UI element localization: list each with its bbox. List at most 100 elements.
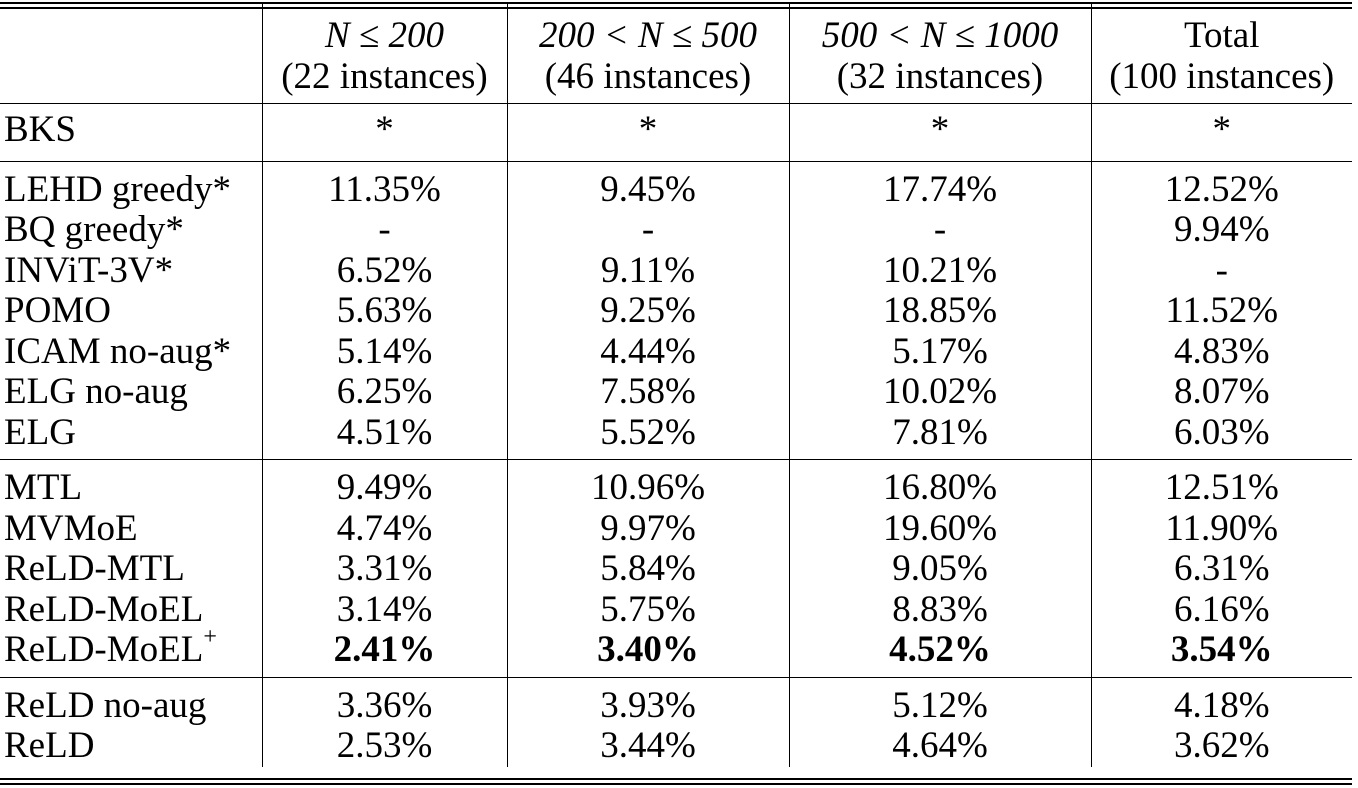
value-cell: 10.02% — [789, 371, 1092, 413]
value-cell: 4.18% — [1091, 676, 1352, 726]
value-cell: 6.03% — [1173, 411, 1270, 453]
value-cell: 3.36% — [262, 676, 508, 726]
table-row: INViT-3V* 6.52% 9.11% 10.21% - — [0, 249, 1352, 291]
method-name: ELG — [0, 412, 263, 460]
header-col3-range: 500 < N ≤ 1000 — [789, 4, 1092, 57]
header-col2-range: 200 < N ≤ 500 — [507, 4, 790, 57]
method-name: ReLD-MTL — [0, 548, 263, 590]
method-name: ReLD — [0, 725, 263, 767]
table-row: LEHD greedy* 11.35% 9.45% 17.74% 12.52% — [0, 160, 1352, 210]
method-name: ICAM no-aug* — [0, 331, 263, 372]
method-name: ReLD-MoEL — [0, 589, 263, 630]
table-row-bks: BKS * * * * — [0, 103, 1352, 161]
value-cell-best: 3.54% — [1170, 629, 1273, 670]
value-cell: 9.05% — [789, 548, 1092, 590]
value-cell: 5.75% — [507, 589, 790, 630]
header-col4-label: Total — [1184, 15, 1260, 56]
table-row: ICAM no-aug* 5.14% 4.44% 5.17% 4.83% — [0, 330, 1352, 372]
value-cell: 7.81% — [789, 412, 1092, 460]
method-name: MVMoE — [0, 508, 263, 549]
value-cell: 9.94% — [1173, 209, 1270, 250]
value-cell: 8.07% — [1173, 371, 1270, 412]
value-cell: 6.25% — [262, 371, 508, 413]
value-cell: 5.52% — [507, 412, 790, 460]
table-row-best: ReLD-MoEL+ 2.41% 3.40% 4.52% 3.54% — [0, 625, 1352, 677]
value-cell: 5.17% — [789, 331, 1092, 372]
table-row: ReLD no-aug 3.36% 3.93% 5.12% 4.18% — [0, 676, 1352, 726]
superscript-plus: + — [203, 623, 217, 650]
header-row-1: N ≤ 200 200 < N ≤ 500 500 < N ≤ 1000 Tot… — [0, 4, 1352, 57]
value-cell: 3.31% — [262, 548, 508, 590]
value-cell: 4.44% — [507, 331, 790, 372]
value-cell: 6.16% — [1173, 588, 1270, 630]
value-cell: - — [507, 209, 790, 251]
table-row: POMO 5.63% 9.25% 18.85% 11.52% — [0, 290, 1352, 332]
method-name: MTL — [0, 459, 263, 509]
header-row-2: (22 instances) (46 instances) (32 instan… — [0, 55, 1352, 104]
method-name: ELG no-aug — [0, 371, 263, 413]
value-cell: 5.63% — [262, 290, 508, 332]
value-cell: 9.11% — [507, 250, 790, 291]
table-row: ReLD-MoEL 3.14% 5.75% 8.83% 6.16% — [0, 588, 1352, 630]
method-name: ReLD-MoEL+ — [0, 625, 263, 677]
value-cell: 9.25% — [507, 290, 790, 332]
value-cell: 4.74% — [262, 508, 508, 549]
value-cell: 11.52% — [1165, 290, 1279, 331]
value-cell: 6.31% — [1173, 548, 1270, 589]
value-cell: 3.44% — [507, 725, 790, 767]
header-col3-count: (32 instances) — [789, 56, 1092, 104]
value-cell: 10.21% — [789, 250, 1092, 291]
value-cell: 3.93% — [507, 676, 790, 726]
value-cell: 6.52% — [262, 250, 508, 291]
value-cell: - — [262, 209, 508, 251]
value-cell: 5.84% — [507, 548, 790, 590]
top-rule — [0, 2, 1352, 4]
value-cell: 7.58% — [507, 371, 790, 413]
value-cell: 4.64% — [789, 725, 1092, 767]
header-col1-range: N ≤ 200 — [262, 4, 508, 57]
value-cell: 16.80% — [789, 459, 1092, 509]
method-name: BQ greedy* — [0, 209, 263, 251]
value-cell: 3.62% — [1173, 725, 1270, 766]
value-cell: 2.53% — [262, 725, 508, 767]
value-cell: * — [789, 103, 1092, 161]
table-row: ReLD-MTL 3.31% 5.84% 9.05% 6.31% — [0, 548, 1352, 590]
value-cell: 11.35% — [262, 160, 508, 210]
value-cell: - — [1215, 249, 1228, 291]
table-row: BQ greedy* - - - 9.94% — [0, 209, 1352, 251]
method-name: POMO — [0, 290, 263, 332]
table-row: ELG no-aug 6.25% 7.58% 10.02% 8.07% — [0, 371, 1352, 413]
method-name: ReLD no-aug — [0, 676, 263, 726]
value-cell: 4.83% — [1173, 330, 1270, 372]
value-cell: 10.96% — [507, 459, 790, 509]
method-name: LEHD greedy* — [0, 160, 263, 210]
value-cell: * — [1091, 103, 1352, 161]
value-cell: 9.49% — [262, 459, 508, 509]
value-cell: 11.90% — [1165, 507, 1279, 549]
value-cell: 19.60% — [789, 508, 1092, 549]
value-cell: * — [262, 103, 508, 161]
table-row: ReLD 2.53% 3.44% 4.64% 3.62% — [0, 725, 1352, 767]
header-col1-count: (22 instances) — [262, 56, 508, 104]
method-name: BKS — [0, 103, 263, 161]
value-cell: 8.83% — [789, 589, 1092, 630]
header-col2-count: (46 instances) — [507, 56, 790, 104]
table-row: MTL 9.49% 10.96% 16.80% 12.51% — [0, 459, 1352, 509]
value-cell: * — [507, 103, 790, 161]
value-cell: 3.14% — [262, 589, 508, 630]
bottom-rule — [0, 778, 1352, 780]
value-cell: 5.12% — [789, 676, 1092, 726]
value-cell-best: 4.52% — [789, 629, 1092, 677]
value-cell-best: 2.41% — [262, 629, 508, 677]
results-table: N ≤ 200 200 < N ≤ 500 500 < N ≤ 1000 Tot… — [0, 4, 1352, 767]
value-cell: 5.14% — [262, 331, 508, 372]
value-cell: 9.97% — [507, 508, 790, 549]
method-name: INViT-3V* — [0, 250, 263, 291]
value-cell-best: 3.40% — [507, 629, 790, 677]
value-cell: 18.85% — [789, 290, 1092, 332]
header-empty-cell — [0, 4, 263, 57]
header-col4-count: (100 instances) — [1109, 55, 1335, 97]
header-empty-cell — [0, 56, 263, 104]
value-cell: 12.51% — [1091, 459, 1352, 509]
value-cell: 9.45% — [507, 160, 790, 210]
